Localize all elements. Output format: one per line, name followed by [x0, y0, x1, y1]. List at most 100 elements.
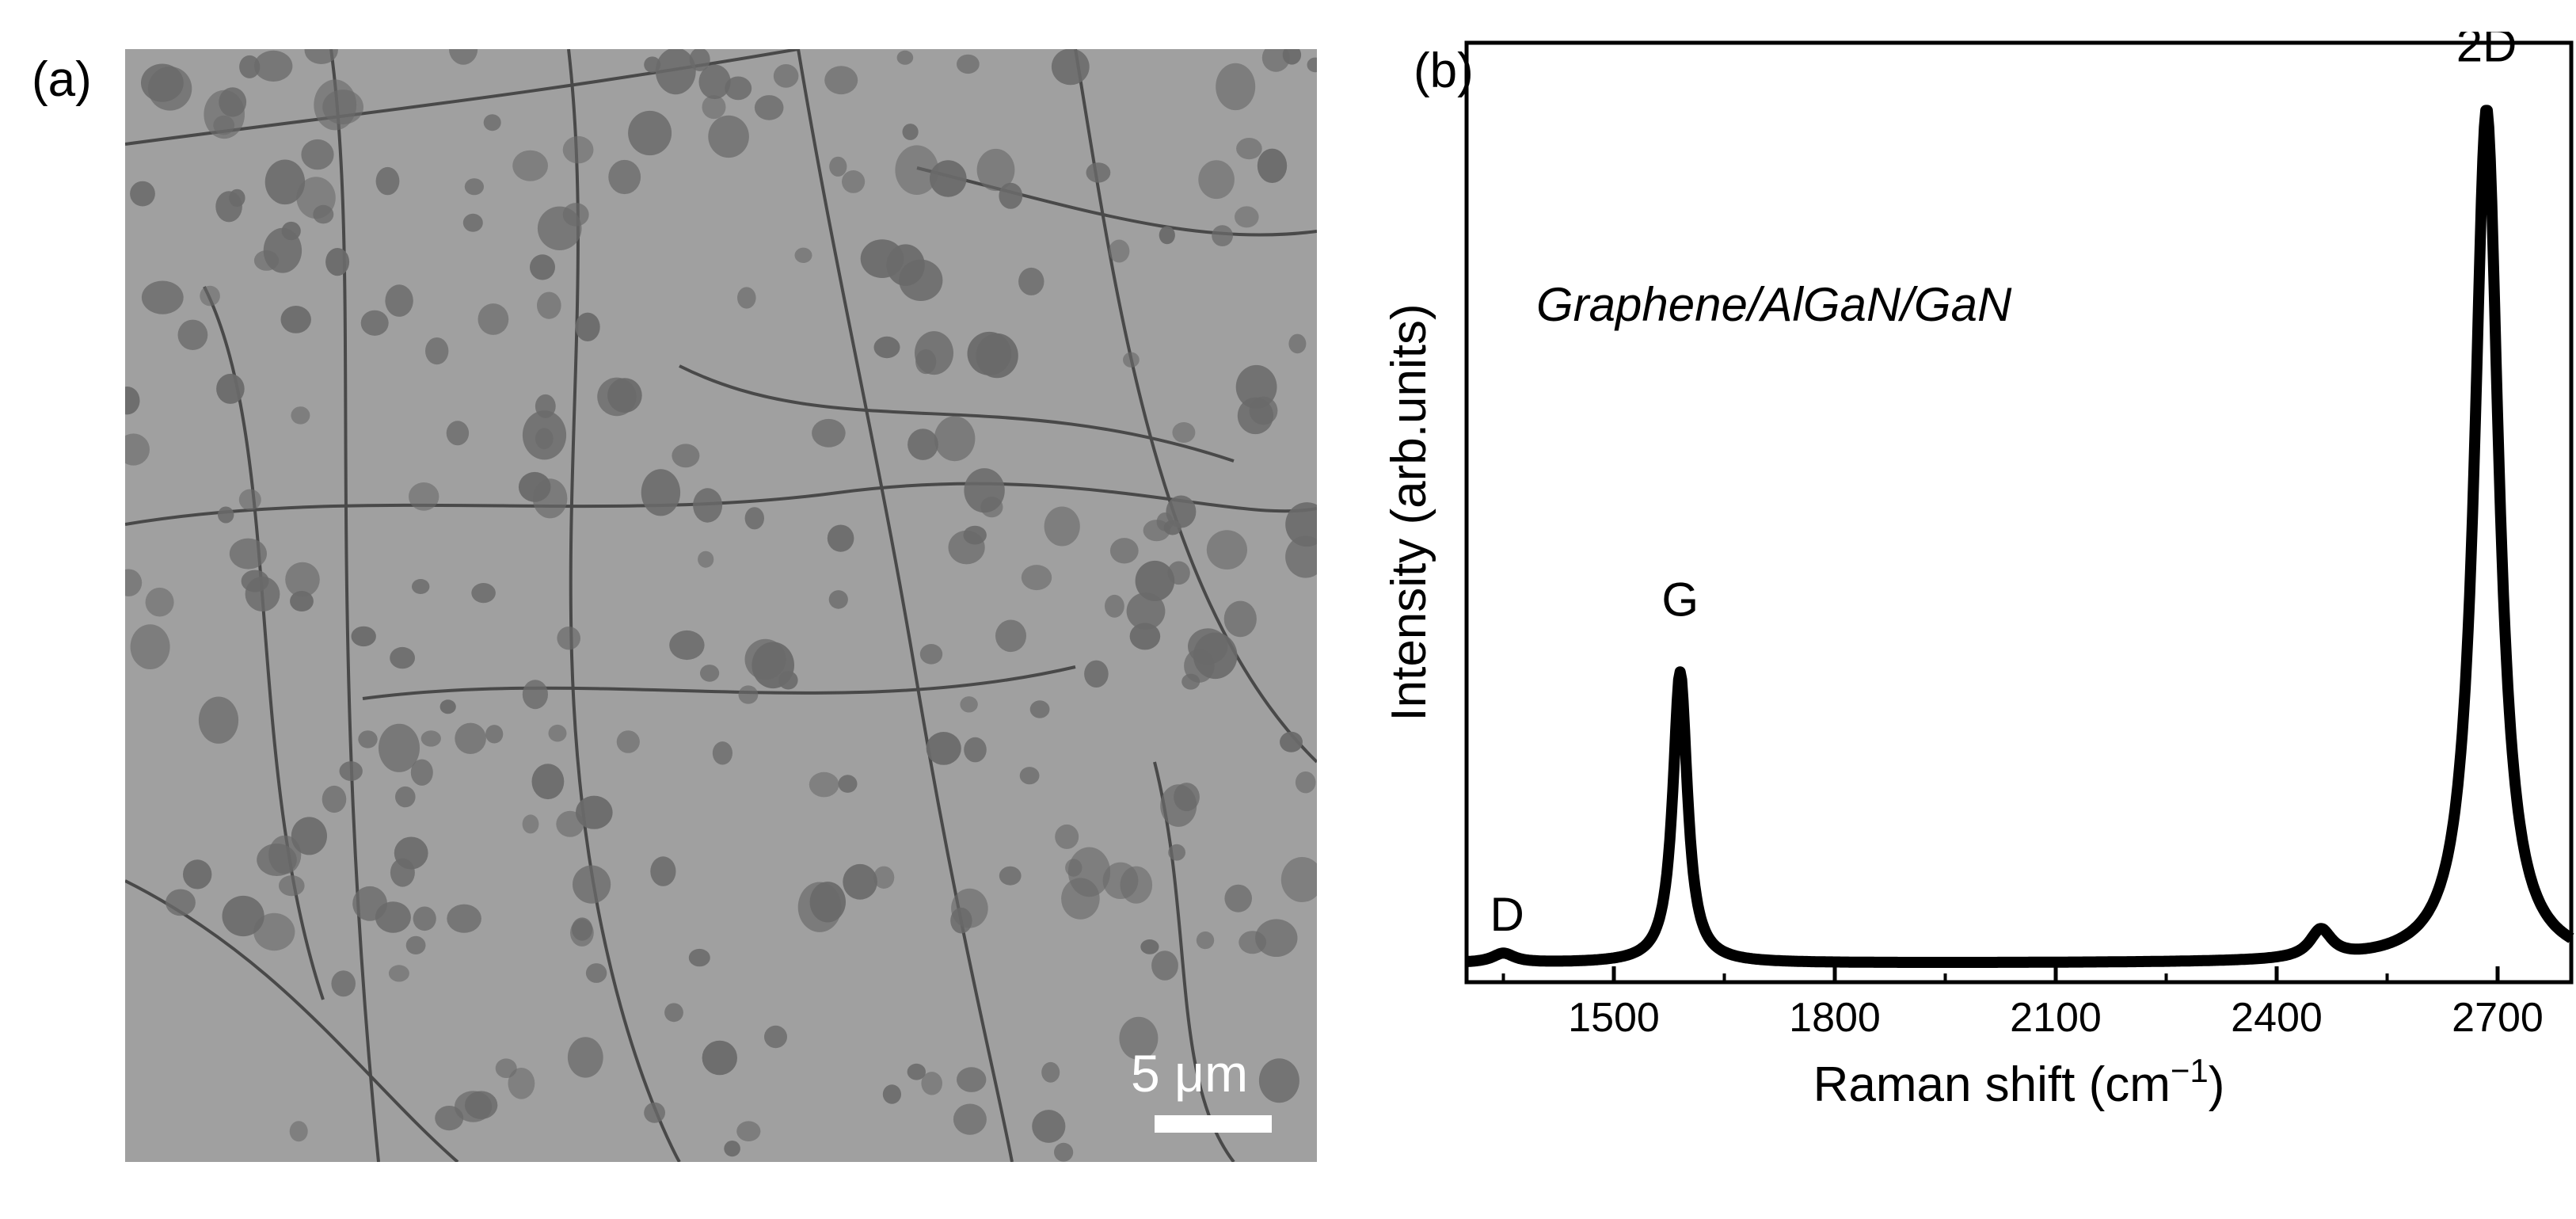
x-tick-label: 2100	[2010, 995, 2102, 1041]
island-spot	[1160, 784, 1197, 827]
island-spot	[999, 182, 1023, 209]
island-spot	[842, 170, 866, 193]
island-spot	[289, 1121, 308, 1142]
island-spot	[358, 730, 378, 749]
island-spot	[1109, 239, 1130, 263]
island-spot	[907, 1063, 926, 1080]
island-spot	[957, 54, 980, 74]
island-spot	[1258, 1058, 1299, 1103]
island-spot	[693, 488, 723, 523]
island-spot	[570, 919, 594, 947]
island-spot	[698, 550, 714, 568]
island-spot	[980, 497, 1003, 518]
island-spot	[919, 644, 943, 665]
island-spot	[895, 145, 939, 195]
island-spot	[1119, 1016, 1159, 1060]
island-spot	[557, 627, 580, 650]
island-spot	[322, 90, 363, 125]
island-spot	[712, 741, 733, 765]
crack-line	[797, 49, 1014, 1162]
island-spot	[130, 624, 170, 669]
island-spot	[655, 49, 696, 95]
island-spot	[449, 49, 478, 65]
island-spot	[1054, 1142, 1074, 1162]
island-spot	[950, 907, 972, 934]
island-spot	[385, 284, 413, 317]
island-spot	[809, 882, 846, 923]
island-spot	[130, 181, 155, 207]
island-spot	[1135, 560, 1175, 601]
island-spot	[395, 786, 416, 808]
crack-line	[125, 879, 459, 1162]
island-spot	[1105, 594, 1124, 618]
island-spot	[964, 737, 987, 763]
island-spot	[1198, 160, 1235, 200]
island-spot	[537, 206, 582, 250]
island-spot	[556, 810, 584, 837]
island-spot	[976, 148, 1015, 192]
island-spot	[882, 1084, 901, 1104]
plot-frame	[1464, 40, 2574, 985]
island-spot	[567, 1037, 603, 1078]
island-spot	[828, 590, 848, 609]
island-spot	[1206, 530, 1247, 570]
island-spot	[1288, 333, 1307, 354]
panel-b-label: (b)	[1414, 44, 1474, 98]
island-spot	[351, 626, 376, 647]
island-spot	[464, 178, 484, 196]
sample-annotation: Graphene/AlGaN/GaN	[1536, 278, 2012, 331]
scale-bar	[1155, 1115, 1272, 1133]
island-spot	[827, 524, 854, 552]
island-spot	[736, 1121, 761, 1141]
x-tick-label: 2400	[2231, 995, 2323, 1041]
island-spot	[360, 310, 389, 336]
island-spot	[764, 1025, 787, 1049]
island-spot	[413, 906, 436, 931]
island-spot	[439, 699, 456, 714]
island-spot	[394, 836, 428, 870]
island-spot	[669, 630, 705, 661]
island-spot	[455, 722, 486, 754]
island-spot	[322, 785, 347, 813]
island-spot	[896, 50, 914, 65]
island-spot	[1021, 565, 1052, 591]
island-spot	[873, 866, 895, 889]
island-spot	[616, 730, 640, 753]
island-spot	[229, 538, 267, 570]
island-spot	[1051, 49, 1090, 86]
x-tick-label: 1500	[1568, 995, 1660, 1041]
island-spot	[698, 64, 731, 100]
island-spot	[921, 1072, 942, 1095]
island-spot	[1255, 919, 1298, 957]
peak-label-2d: 2D	[2456, 32, 2517, 72]
island-spot	[1129, 623, 1161, 650]
island-spot	[512, 150, 548, 181]
island-spot	[537, 291, 561, 319]
island-spot	[607, 378, 642, 413]
island-spot	[1295, 771, 1316, 794]
island-spot	[650, 856, 676, 886]
island-spot	[530, 254, 555, 280]
micrograph-texture	[125, 49, 1317, 1162]
island-spot	[812, 418, 846, 448]
island-spot	[390, 646, 415, 669]
island-spot	[999, 866, 1022, 886]
island-spot	[873, 336, 900, 359]
island-spot	[1123, 352, 1140, 368]
island-spot	[1235, 364, 1277, 410]
island-spot	[268, 835, 302, 874]
island-spot	[254, 50, 293, 82]
island-spot	[485, 725, 504, 744]
peak-label-d: D	[1490, 888, 1524, 941]
island-spot	[447, 904, 481, 933]
island-spot	[204, 90, 245, 139]
island-spot	[166, 889, 196, 916]
island-spot	[125, 433, 150, 466]
island-spot	[1280, 857, 1317, 902]
island-spot	[409, 482, 439, 511]
island-spot	[245, 577, 280, 611]
island-spot	[290, 591, 314, 611]
island-spot	[1196, 931, 1215, 950]
island-spot	[608, 159, 641, 195]
island-spot	[915, 331, 953, 375]
